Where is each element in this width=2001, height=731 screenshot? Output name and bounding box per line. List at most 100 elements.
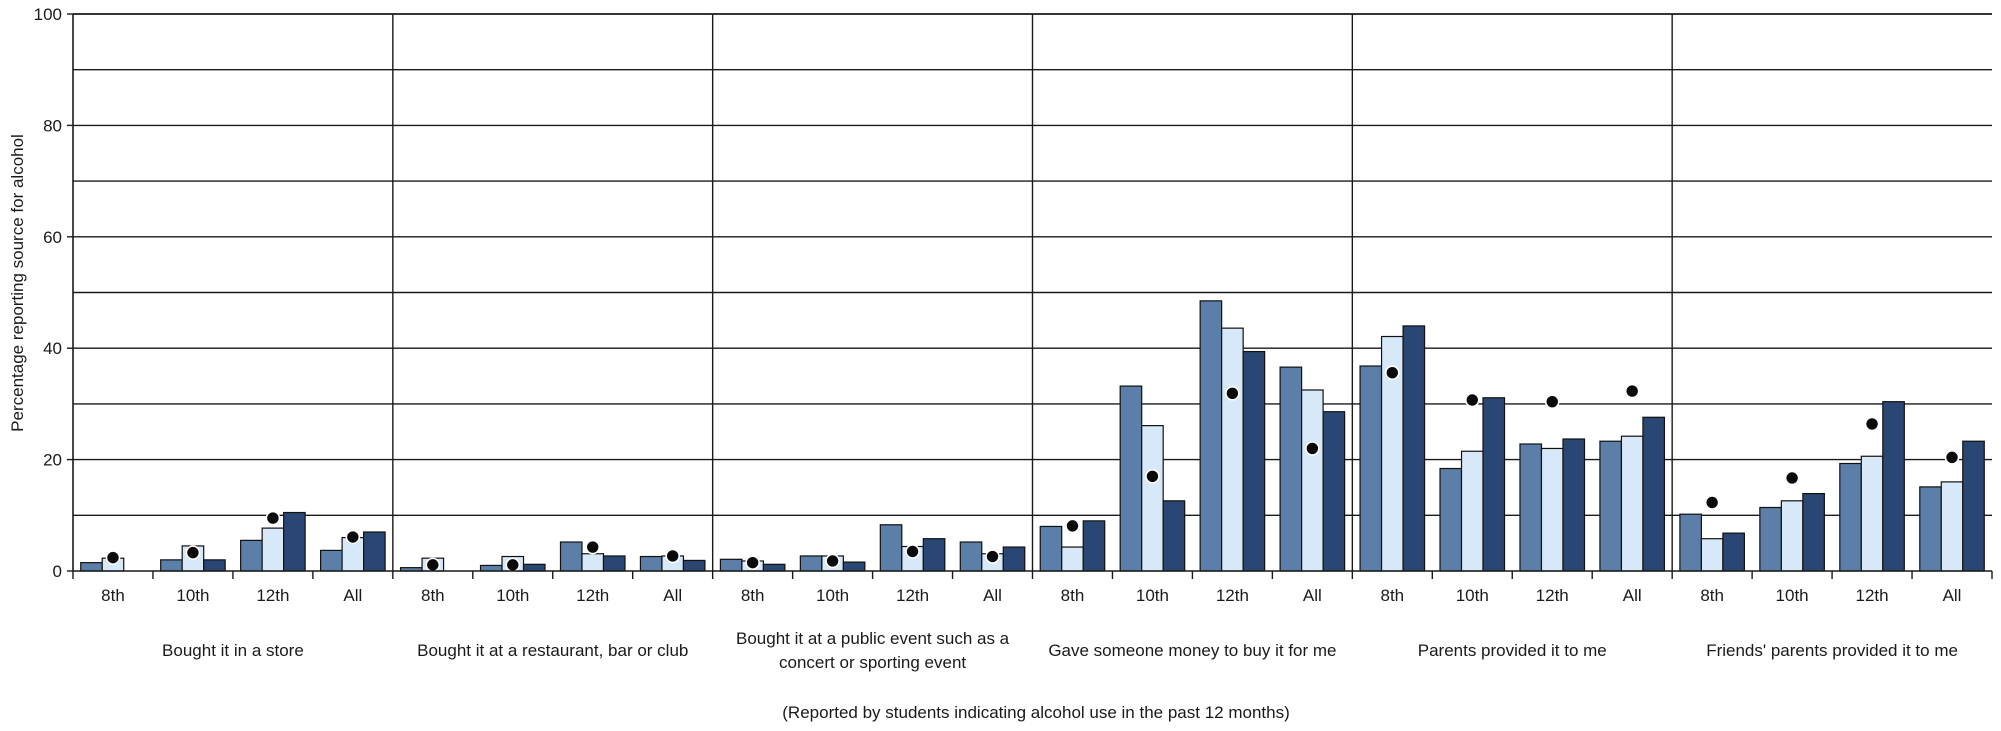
bar: [1860, 455, 1884, 572]
x-tick-label: All: [663, 586, 682, 605]
group-label: Gave someone money to buy it for me: [1048, 641, 1336, 660]
y-tick-label: 20: [43, 451, 62, 470]
bar: [1162, 500, 1186, 572]
marker-point: [185, 545, 201, 560]
marker-point: [665, 548, 680, 564]
bar: [1439, 467, 1463, 572]
bar: [1359, 365, 1383, 572]
group-label: Parents provided it to me: [1418, 641, 1607, 660]
x-tick-label: All: [1623, 586, 1642, 605]
y-tick-label: 0: [53, 562, 62, 581]
x-tick-label: 12th: [1856, 586, 1889, 605]
marker-point: [105, 550, 121, 565]
group-label: concert or sporting event: [779, 653, 966, 672]
bar: [1039, 525, 1063, 572]
marker-point: [905, 544, 920, 559]
x-tick-label: 8th: [421, 586, 445, 605]
x-tick-label: 8th: [1380, 586, 1404, 605]
marker-point: [1944, 450, 1960, 465]
bar: [1962, 440, 1985, 572]
x-tick-label: All: [1303, 586, 1322, 605]
bar: [479, 564, 503, 572]
bar: [1141, 425, 1164, 572]
bar: [203, 559, 226, 572]
y-tick-label: 80: [43, 116, 62, 135]
marker-point: [1624, 383, 1640, 399]
bar: [762, 563, 786, 572]
x-axis-title: (Reported by students indicating alcohol…: [782, 703, 1289, 722]
bar: [799, 555, 823, 572]
bar: [682, 559, 706, 572]
bar: [922, 538, 946, 572]
marker-point: [1784, 470, 1800, 486]
x-tick-label: All: [983, 586, 1002, 605]
bar: [1221, 327, 1244, 572]
bar: [1482, 397, 1506, 572]
bar: [1460, 450, 1484, 572]
bar: [1919, 486, 1942, 572]
bar: [363, 531, 386, 572]
marker-point: [825, 553, 840, 569]
marker-point: [505, 557, 521, 573]
bar: [1940, 481, 1964, 572]
marker-point: [585, 539, 601, 555]
bar: [1279, 366, 1303, 572]
bar: [160, 559, 183, 572]
bar: [602, 555, 626, 572]
bar: [581, 553, 605, 572]
x-tick-label: 8th: [741, 586, 765, 605]
group-label: Bought it at a restaurant, bar or club: [417, 641, 688, 660]
marker-point: [1704, 495, 1720, 510]
bar: [1679, 513, 1702, 572]
bar: [879, 524, 903, 572]
bar: [1759, 506, 1782, 572]
x-tick-label: 12th: [256, 586, 289, 605]
bars: [80, 300, 1985, 573]
x-tick-label: 10th: [816, 586, 849, 605]
bar: [1199, 300, 1223, 572]
bar: [1002, 546, 1026, 572]
bar: [1722, 532, 1745, 572]
y-tick-label: 40: [43, 339, 62, 358]
marker-point: [265, 510, 281, 526]
marker-point: [1385, 365, 1400, 381]
x-tick-label: 10th: [1456, 586, 1489, 605]
bar: [1620, 435, 1644, 572]
bar: [1119, 385, 1143, 572]
axes: [67, 13, 1993, 579]
marker-point: [1225, 386, 1240, 401]
x-tick-label: 10th: [1136, 586, 1169, 605]
group-label: Bought it at a public event such as a: [736, 629, 1010, 648]
bar: [320, 549, 343, 572]
bar: [1642, 416, 1666, 572]
bar: [1882, 401, 1905, 572]
gridlines: [73, 13, 1992, 571]
bar: [959, 541, 983, 572]
marker-point: [745, 555, 760, 570]
marker-point: [1864, 416, 1880, 432]
marker-point: [425, 557, 441, 573]
marker-point: [1145, 469, 1160, 484]
marker-point: [1065, 518, 1080, 534]
x-tick-label: 12th: [896, 586, 929, 605]
labels: 0 20 40 60 80 100 8th 10th 12th All Bought it in a…: [34, 5, 1962, 672]
bar: [522, 563, 546, 572]
bar: [1301, 389, 1324, 572]
bar: [639, 555, 663, 572]
bar: [1700, 538, 1724, 572]
bar: [1780, 500, 1804, 572]
bar: [283, 511, 306, 572]
bar: [842, 561, 866, 572]
y-tick-label: 60: [43, 228, 62, 247]
bar: [719, 558, 743, 572]
x-tick-label: 12th: [1536, 586, 1569, 605]
x-tick-label: All: [1943, 586, 1962, 605]
bar: [1061, 546, 1084, 572]
x-tick-label: 8th: [1700, 586, 1724, 605]
bar: [1802, 492, 1825, 572]
bar: [1839, 462, 1862, 572]
bar: [1242, 350, 1266, 572]
bar: [240, 539, 263, 572]
bar: [1082, 520, 1106, 572]
